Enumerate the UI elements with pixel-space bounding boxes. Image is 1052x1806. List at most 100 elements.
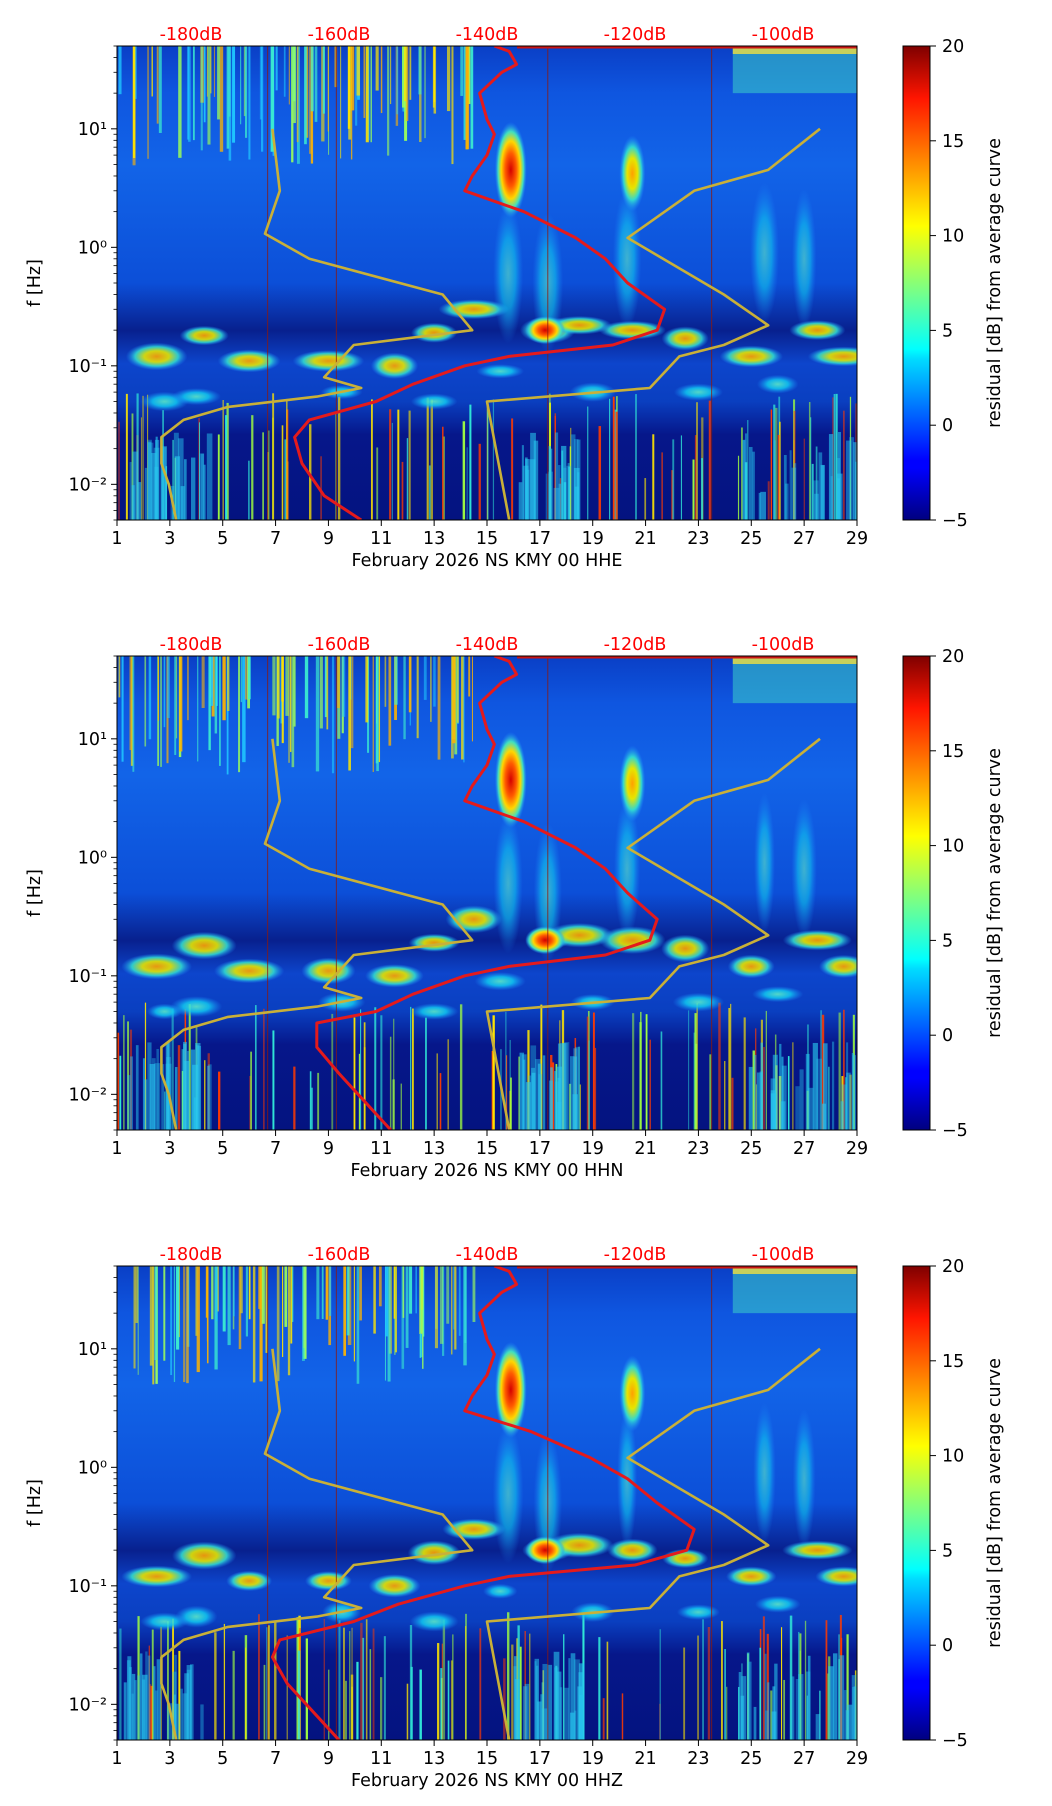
hf-streak <box>219 656 221 766</box>
colorbar-tick-label: 5 <box>942 1541 953 1561</box>
lf-spike <box>649 1039 651 1130</box>
y-tick-label: 10⁰ <box>78 238 107 258</box>
event-plume <box>753 1402 776 1543</box>
hf-streak <box>179 656 183 752</box>
lf-spike <box>296 1617 299 1740</box>
lf-noise <box>522 1059 526 1130</box>
hf-streak <box>240 46 242 125</box>
lf-noise <box>156 1659 161 1740</box>
x-tick-label: 29 <box>846 1749 868 1769</box>
hf-streak <box>248 656 251 700</box>
microseism-blob <box>815 1566 857 1587</box>
hf-streak <box>343 1266 347 1356</box>
hf-streak <box>422 1266 425 1337</box>
y-tick-label: 10¹ <box>78 120 107 140</box>
lf-spike <box>262 432 264 520</box>
microseism-blob <box>661 326 709 351</box>
lf-noise <box>783 454 787 520</box>
db-scale-label: -100dB <box>752 25 815 45</box>
x-tick-label: 15 <box>476 1749 498 1769</box>
lf-spike <box>688 1010 690 1130</box>
hf-streak <box>460 46 464 96</box>
lf-spike <box>820 1010 822 1130</box>
lf-noise <box>514 1679 520 1740</box>
lf-spike <box>462 421 466 520</box>
db-scale-label: -100dB <box>752 635 815 655</box>
lf-noise <box>519 1052 525 1130</box>
lf-spike <box>755 1084 758 1130</box>
lf-noise <box>764 1653 767 1740</box>
hf-streak <box>291 1266 294 1322</box>
db-scale-label: -160dB <box>308 25 371 45</box>
hf-streak <box>207 46 211 145</box>
lf-noise <box>748 1066 753 1130</box>
lf-noise <box>781 1065 787 1130</box>
lf-noise <box>561 1042 568 1130</box>
lf-spike <box>621 1693 624 1740</box>
lf-spike <box>770 409 773 520</box>
lf-spike <box>267 430 270 520</box>
hf-streak <box>259 1266 263 1382</box>
x-tick-label: 3 <box>164 1139 175 1159</box>
lf-noise <box>207 1065 210 1130</box>
hf-streak <box>327 46 329 132</box>
microseism-blob <box>818 954 857 978</box>
lf-spike <box>274 1620 277 1740</box>
lf-spike <box>587 406 589 520</box>
x-tick-label: 1 <box>111 1749 122 1769</box>
lf-spike <box>694 1013 697 1130</box>
hf-streak <box>206 1266 209 1364</box>
lf-noise <box>186 1050 190 1130</box>
hf-streak <box>133 1266 136 1369</box>
lf-noise <box>129 461 132 520</box>
colorbar-tick-label: 5 <box>942 931 953 951</box>
hf-streak <box>216 1266 219 1312</box>
lf-noise <box>135 1045 139 1130</box>
lf-noise <box>534 1658 539 1740</box>
reference-model-curve <box>160 738 474 1130</box>
lf-spike <box>370 399 373 520</box>
lf-spike <box>527 1030 530 1130</box>
lf-spike <box>505 1011 507 1130</box>
hf-streak <box>144 656 147 747</box>
hf-band <box>732 1266 857 1274</box>
lf-spike <box>777 434 780 520</box>
lf-spike <box>356 1661 359 1740</box>
lf-spike <box>789 1615 793 1740</box>
lf-spike <box>635 394 637 520</box>
microseism-blob <box>599 926 666 955</box>
lf-spike <box>198 422 201 520</box>
lf-noise <box>521 445 524 520</box>
hf-streak <box>384 656 387 707</box>
lf-spike <box>401 461 404 520</box>
lf-noise <box>535 1665 539 1740</box>
hf-streak <box>217 46 221 120</box>
hf-streak <box>245 1266 249 1337</box>
lf-spike <box>598 426 602 520</box>
lf-spike <box>694 435 697 520</box>
lf-spike <box>372 1628 375 1740</box>
x-tick-label: 23 <box>687 1749 709 1769</box>
hf-streak <box>244 656 249 700</box>
hf-streak <box>319 656 323 729</box>
hf-streak <box>387 46 390 156</box>
hf-streak <box>385 1266 388 1337</box>
lf-spike <box>781 1627 783 1740</box>
colorbar-tick-label: 0 <box>942 1026 953 1046</box>
hf-streak <box>276 1266 280 1382</box>
lf-noise <box>134 1680 137 1740</box>
hf-streak <box>211 1266 214 1320</box>
hf-streak <box>183 1266 186 1383</box>
lf-spike <box>743 1017 746 1130</box>
lf-spike <box>661 452 663 520</box>
hf-streak <box>324 656 327 718</box>
lf-spike <box>309 1071 312 1130</box>
hf-streak <box>433 46 436 103</box>
lf-spike <box>842 410 845 520</box>
hf-streak <box>434 1266 439 1349</box>
lf-spike <box>806 1695 809 1740</box>
lf-spike <box>360 1622 363 1740</box>
hf-streak <box>353 1266 355 1362</box>
lf-spike <box>741 427 743 520</box>
